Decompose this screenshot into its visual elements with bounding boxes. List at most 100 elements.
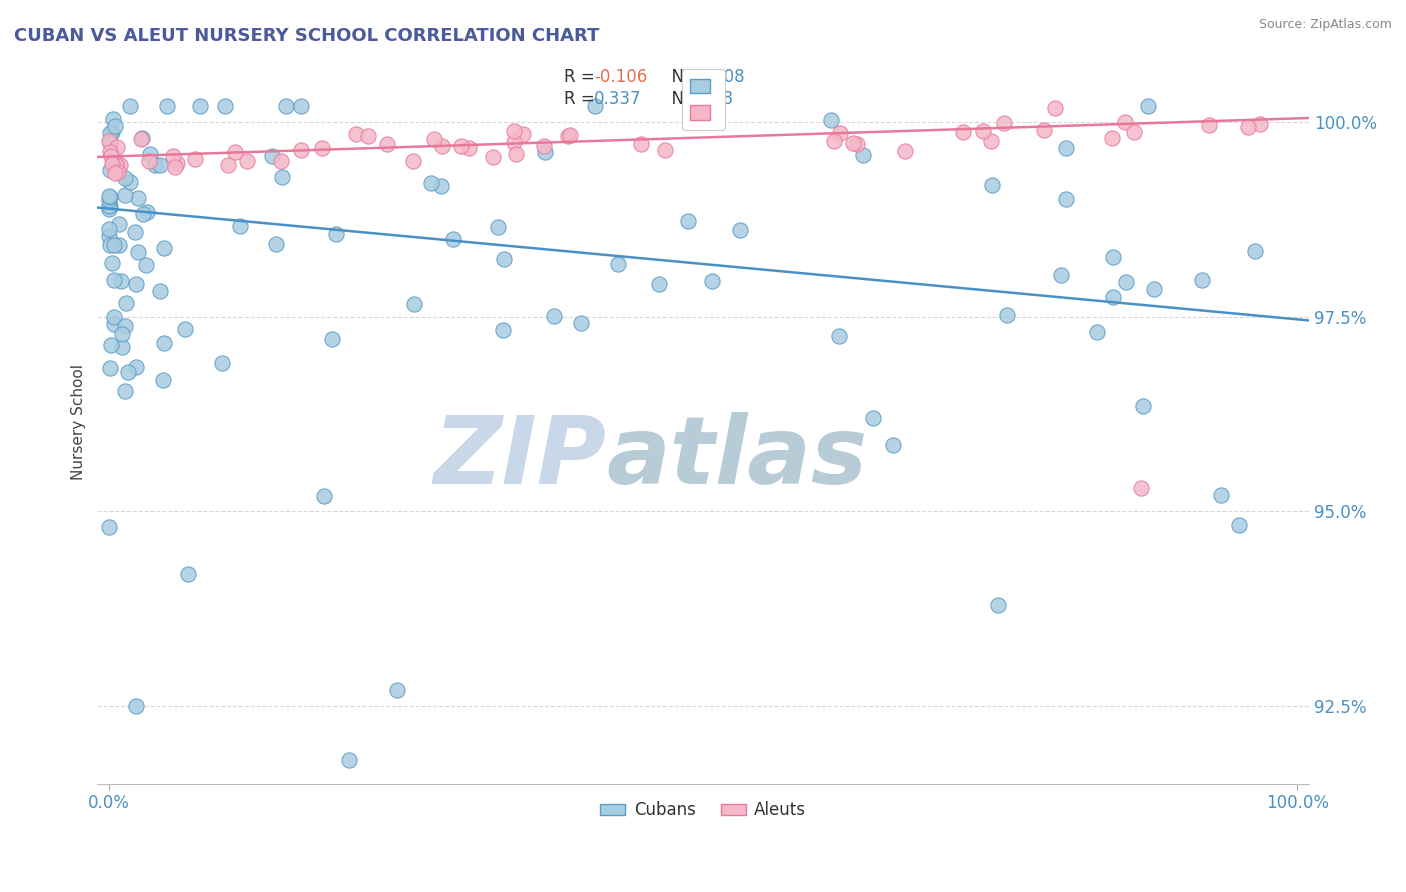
Point [1054,192,1077,206]
Point [103,318,125,332]
Point [569,316,592,330]
Point [1101,290,1123,304]
Point [1229,517,1251,532]
Point [290,99,312,113]
Point [174,322,197,336]
Text: N =: N = [661,90,709,109]
Point [533,139,555,153]
Point [98,229,121,244]
Y-axis label: Nursery School: Nursery School [72,364,86,480]
Point [110,274,132,288]
Point [214,99,236,113]
Point [105,155,128,169]
Point [543,309,565,323]
Point [156,99,179,113]
Point [862,410,884,425]
Point [491,323,513,337]
Point [375,136,398,151]
Point [823,134,845,148]
Point [402,297,425,311]
Point [131,131,153,145]
Point [125,359,148,374]
Point [103,310,125,324]
Point [1101,130,1123,145]
Point [828,126,851,140]
Point [972,124,994,138]
Point [512,127,534,141]
Point [1033,122,1056,136]
Point [98,189,121,203]
Point [828,328,851,343]
Point [882,438,904,452]
Point [131,132,153,146]
Point [103,273,125,287]
Point [987,598,1010,612]
Point [441,232,464,246]
Point [1043,101,1066,115]
Point [980,135,1002,149]
Point [163,160,186,174]
Point [337,753,360,767]
Point [149,158,172,172]
Point [98,202,121,216]
Point [533,145,555,160]
Point [450,139,472,153]
Text: Source: ZipAtlas.com: Source: ZipAtlas.com [1258,18,1392,31]
Point [114,296,136,310]
Point [125,277,148,291]
Text: -0.106: -0.106 [595,68,647,86]
Point [630,137,652,152]
Point [143,158,166,172]
Point [229,219,252,233]
Point [894,145,917,159]
Point [127,245,149,260]
Text: R =: R = [564,68,600,86]
Point [952,125,974,139]
Point [114,170,136,185]
Point [558,128,581,142]
Point [1054,141,1077,155]
Point [846,137,869,152]
Point [583,99,606,113]
Point [98,199,121,213]
Point [648,277,671,291]
Point [98,145,121,159]
Point [402,154,425,169]
Point [153,241,176,255]
Text: N =: N = [661,68,709,86]
Point [488,220,510,235]
Point [1130,481,1153,495]
Point [494,252,516,266]
Point [1085,325,1108,339]
Point [104,119,127,133]
Point [1137,99,1160,113]
Point [107,238,129,252]
Point [149,285,172,299]
Point [177,566,200,581]
Point [385,683,408,698]
Point [114,319,136,334]
Point [1142,281,1164,295]
Point [98,136,121,151]
Point [1101,250,1123,264]
Point [700,274,723,288]
Point [482,150,505,164]
Point [166,156,188,170]
Point [325,227,347,242]
Legend: Cubans, Aleuts: Cubans, Aleuts [593,795,813,826]
Point [274,99,297,113]
Point [125,698,148,713]
Point [153,335,176,350]
Point [127,191,149,205]
Point [105,158,128,172]
Point [344,128,367,142]
Point [100,338,122,352]
Point [100,256,122,270]
Point [98,199,121,213]
Point [124,225,146,239]
Point [104,166,127,180]
Point [1191,272,1213,286]
Point [105,140,128,154]
Point [98,222,121,236]
Point [98,189,121,203]
